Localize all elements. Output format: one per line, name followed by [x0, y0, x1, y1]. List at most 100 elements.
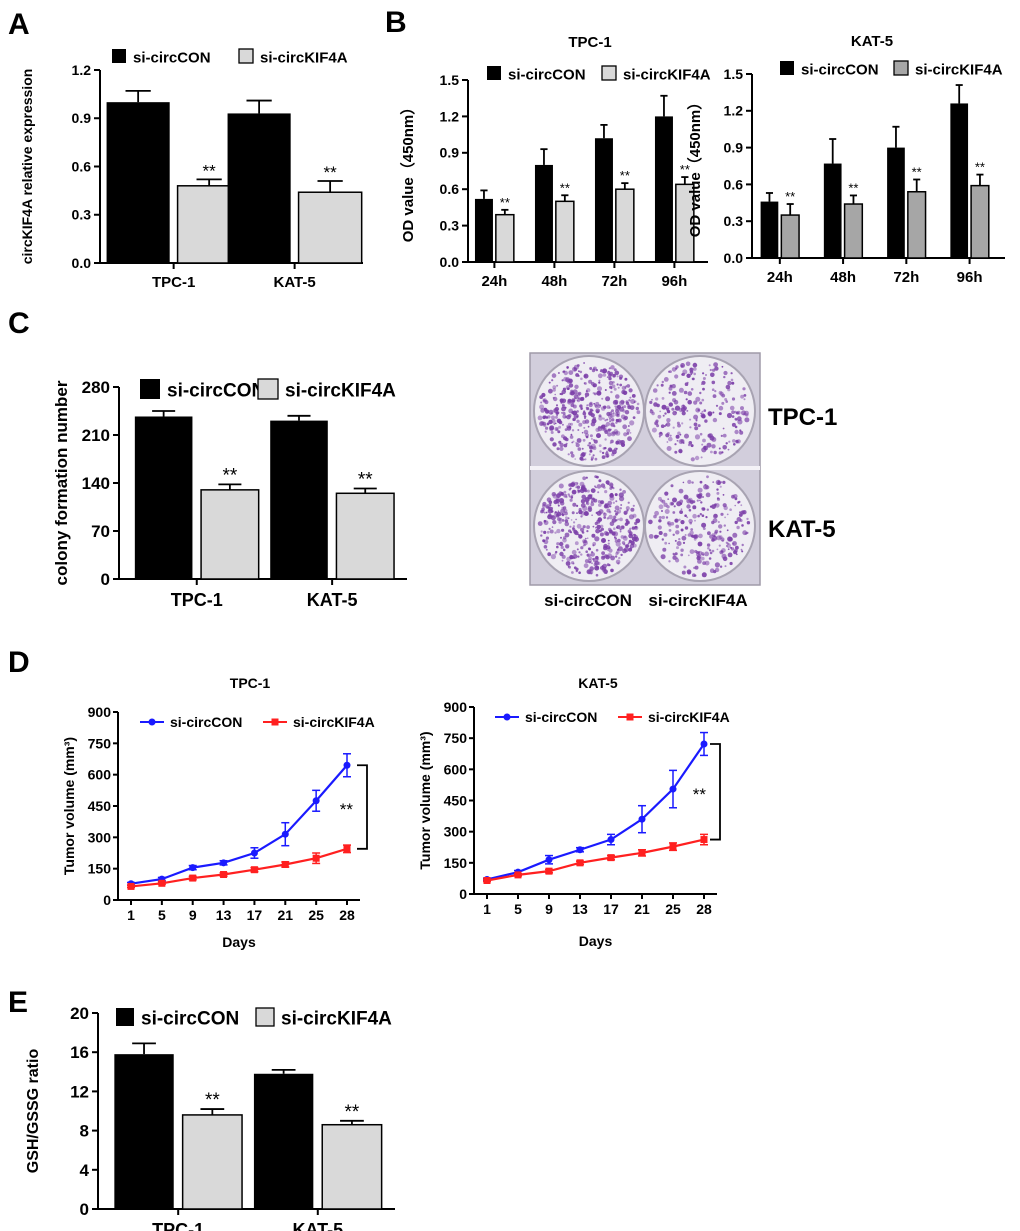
colony: [584, 559, 589, 564]
significance-label: **: [785, 189, 795, 204]
colony: [563, 536, 567, 540]
y-tick-label: 0.9: [440, 145, 460, 161]
colony: [624, 410, 630, 415]
colony: [680, 548, 684, 552]
colony: [562, 387, 567, 391]
colony: [675, 434, 680, 439]
colony: [605, 480, 610, 485]
colony: [689, 549, 695, 554]
significance-label: **: [848, 180, 858, 195]
colony: [580, 546, 584, 550]
colony: [681, 411, 686, 416]
data-point-control: [281, 830, 289, 838]
y-tick-label: 300: [444, 824, 468, 840]
colony: [698, 533, 703, 539]
colony: [596, 390, 602, 396]
colony: [660, 383, 664, 387]
colony: [686, 373, 691, 378]
colony: [576, 489, 580, 492]
colony: [623, 543, 626, 546]
colony: [699, 432, 703, 436]
colony: [598, 479, 602, 483]
colony: [599, 532, 604, 537]
colony: [556, 404, 558, 407]
colony: [613, 515, 617, 519]
bar-control: [227, 113, 291, 263]
x-tick-label: 1: [127, 907, 135, 923]
colony: [597, 491, 600, 494]
colony: [582, 525, 586, 529]
significance-label: **: [500, 195, 510, 210]
y-tick-label: 0: [101, 570, 110, 589]
colony: [569, 525, 572, 528]
bar-knockdown: [843, 203, 864, 259]
colony: [603, 486, 606, 489]
colony: [547, 552, 552, 557]
significance-label: **: [975, 160, 985, 175]
data-point-knockdown: [127, 882, 135, 890]
colony: [558, 520, 562, 524]
colony: [559, 393, 562, 395]
colony: [678, 387, 684, 393]
colony: [707, 433, 712, 438]
colony: [592, 454, 595, 457]
colony: [667, 498, 670, 500]
colony: [565, 495, 568, 499]
colony: [597, 373, 603, 379]
legend-swatch-knockdown: [893, 60, 909, 76]
colony: [636, 410, 641, 415]
colony: [588, 379, 593, 384]
colony: [585, 435, 589, 439]
colony: [591, 562, 593, 565]
colony: [701, 522, 707, 528]
x-tick-label: 17: [603, 901, 619, 917]
colony: [566, 414, 571, 420]
colony: [605, 425, 608, 428]
legend-label-control: si-circCON: [141, 1009, 239, 1030]
colony: [592, 525, 595, 528]
colony: [714, 390, 717, 393]
colony: [564, 532, 570, 538]
colony: [705, 516, 708, 519]
colony: [668, 386, 673, 391]
colony: [674, 443, 677, 446]
colony: [580, 503, 586, 508]
x-tick-label: 24h: [481, 273, 507, 290]
data-point-knockdown: [514, 871, 522, 879]
colony: [712, 481, 715, 483]
colony: [556, 384, 559, 387]
colony: [556, 411, 560, 415]
colony: [613, 387, 617, 391]
colony: [674, 450, 678, 454]
colony: [716, 488, 719, 491]
colony: [571, 441, 574, 444]
colony: [632, 504, 635, 507]
colony: [547, 506, 550, 509]
colony: [708, 549, 712, 552]
colony: [741, 550, 744, 553]
colony: [620, 504, 623, 506]
colony: [668, 402, 673, 407]
colony: [570, 433, 573, 436]
colony: [682, 481, 685, 484]
colony: [620, 553, 623, 557]
colony: [735, 411, 739, 415]
colony: [549, 504, 552, 507]
colony: [614, 539, 618, 543]
colony: [537, 521, 543, 526]
colony: [740, 406, 744, 411]
colony: [593, 562, 598, 567]
colony: [719, 391, 724, 396]
data-point-knockdown: [158, 879, 166, 887]
colony: [730, 372, 733, 375]
colony: [604, 419, 607, 422]
significance-label: **: [560, 180, 570, 195]
colony: [593, 367, 596, 371]
colony: [608, 411, 613, 416]
x-tick-label: 21: [277, 907, 293, 923]
colony: [601, 551, 605, 555]
colony: [543, 545, 548, 549]
colony: [693, 400, 698, 405]
colony: [608, 548, 613, 553]
colony: [540, 530, 543, 533]
